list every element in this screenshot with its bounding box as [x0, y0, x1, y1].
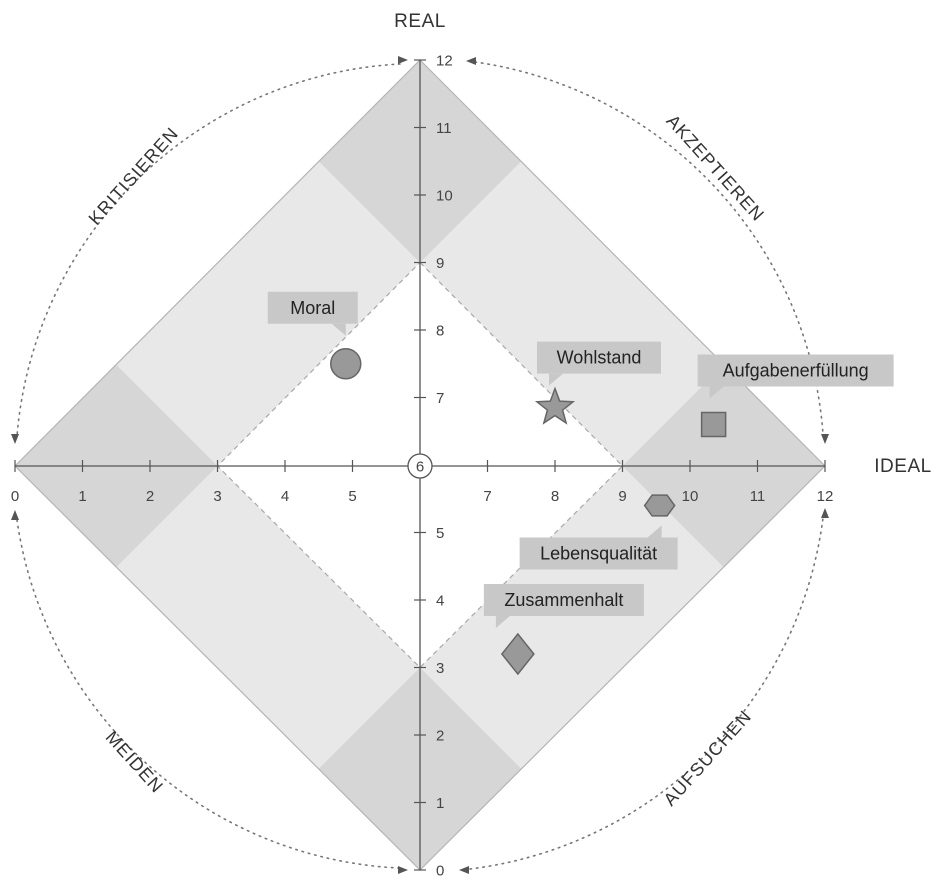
- label-box: [519, 537, 678, 570]
- y-axis-title: REAL: [394, 11, 446, 32]
- center-marker: 6: [407, 453, 433, 479]
- label-box: [537, 341, 661, 374]
- y-tick-label-12: 12: [436, 53, 453, 70]
- square-marker: [700, 411, 727, 438]
- y-tick-label-0: 0: [436, 863, 444, 880]
- x-axis-title: IDEAL: [874, 456, 931, 477]
- arrow-bottom-right: [459, 866, 469, 874]
- y-tick-label-5: 5: [436, 525, 444, 542]
- label-tail: [495, 616, 510, 628]
- label-tail: [647, 525, 662, 538]
- point-lebensqualität: Lebensqualität: [519, 494, 678, 570]
- quadrant-label-kritisieren: KRITISIEREN: [85, 123, 183, 229]
- label-box: [267, 291, 358, 324]
- x-tick-label-4: 4: [281, 488, 289, 505]
- y-tick-label-8: 8: [436, 323, 444, 340]
- point-zusammenhalt: Zusammenhalt: [483, 584, 644, 676]
- y-tick-label-4: 4: [436, 593, 444, 610]
- arrow-bottom-left: [398, 866, 408, 874]
- y-tick-label-3: 3: [436, 660, 444, 677]
- x-tick-label-12: 12: [817, 488, 834, 505]
- arc-top-left: [16, 63, 401, 437]
- arrow-right-lower: [821, 508, 829, 518]
- data-points: Moral Wohlstand Aufgabenerfüllung Lebensqua…: [267, 291, 894, 676]
- x-tick-label-9: 9: [618, 488, 626, 505]
- point-label: Wohlstand: [557, 348, 642, 368]
- arrow-top-left: [398, 56, 408, 64]
- y-tick-label-2: 2: [436, 728, 444, 745]
- x-tick-label-8: 8: [551, 488, 559, 505]
- x-tick-label-1: 1: [78, 488, 86, 505]
- point-label: Lebensqualität: [540, 544, 657, 564]
- x-tick-label-10: 10: [682, 488, 699, 505]
- arrow-top-right: [466, 57, 476, 65]
- y-tick-label-9: 9: [436, 255, 444, 272]
- label-tail: [331, 323, 346, 336]
- arc-bottom-left: [16, 519, 399, 869]
- point-label: Zusammenhalt: [504, 590, 623, 610]
- label-tail: [549, 373, 563, 386]
- label-tail: [709, 386, 724, 399]
- y-tick-label-10: 10: [436, 188, 453, 205]
- point-wohlstand: Wohlstand: [534, 341, 661, 425]
- quadrant-label-akzeptieren: AKZEPTIEREN: [663, 111, 769, 225]
- y-tick-label-1: 1: [436, 795, 444, 812]
- star-marker: [534, 386, 576, 425]
- center-label: 6: [416, 459, 424, 476]
- y-tick-label-11: 11: [436, 120, 452, 137]
- x-tick-label-3: 3: [213, 488, 221, 505]
- circle-marker: [330, 348, 362, 380]
- y-tick-label-7: 7: [436, 390, 444, 407]
- arc-bottom-right: [469, 517, 824, 870]
- point-moral: Moral: [267, 291, 362, 380]
- arrow-left-upper: [11, 434, 19, 444]
- point-label: Aufgabenerfüllung: [723, 361, 869, 381]
- quadrant-label-aufsuchen: AUFSUCHEN: [660, 706, 756, 809]
- arrow-left-lower: [11, 510, 19, 520]
- point-label: Moral: [290, 298, 335, 318]
- x-tick-label-0: 0: [11, 488, 19, 505]
- arrow-right-upper: [821, 434, 829, 444]
- x-tick-label-11: 11: [750, 488, 766, 505]
- x-tick-label-5: 5: [348, 488, 356, 505]
- x-tick-label-7: 7: [483, 488, 491, 505]
- x-tick-label-2: 2: [146, 488, 154, 505]
- label-box: [697, 354, 894, 387]
- point-aufgabenerfüllung: Aufgabenerfüllung: [697, 354, 894, 438]
- label-box: [483, 584, 644, 616]
- quadrant-label-meiden: MEIDEN: [102, 727, 168, 797]
- hexagon-marker: [643, 494, 676, 517]
- diamond-marker: [500, 632, 535, 676]
- axis-titles: REAL IDEAL: [394, 11, 931, 477]
